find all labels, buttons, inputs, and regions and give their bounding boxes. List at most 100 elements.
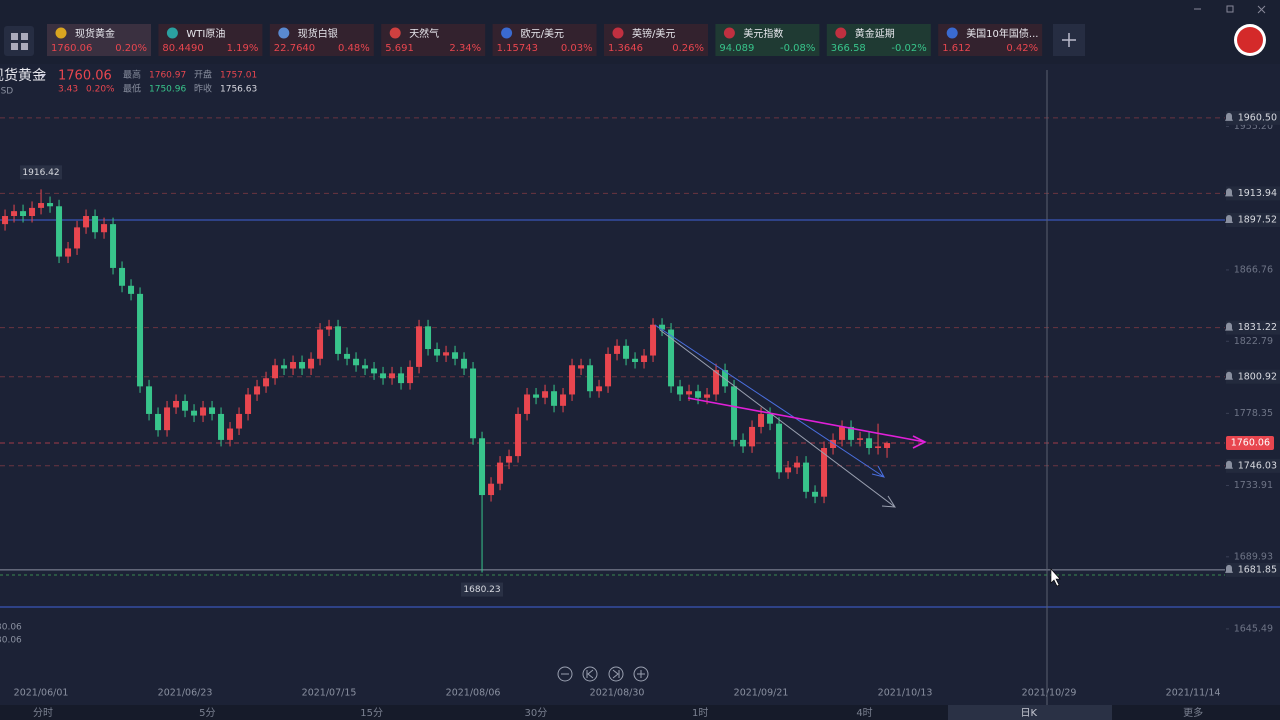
ticker-name: 黄金延期	[855, 27, 895, 40]
period-tab[interactable]: 更多	[1183, 706, 1203, 719]
x-tick-label: 2021/09/21	[734, 688, 789, 699]
alarm-icon[interactable]	[1225, 371, 1233, 380]
ticker-change: -0.08%	[780, 43, 815, 54]
cursor	[1050, 568, 1061, 587]
ticker-name: 现货黄金	[75, 27, 115, 40]
extreme-label: 1680.23	[463, 585, 500, 595]
candle-body	[848, 426, 855, 440]
period-tab[interactable]: 1时	[692, 707, 708, 719]
candle-body	[794, 462, 801, 468]
ticker-icon	[55, 27, 67, 39]
x-tick-label: 2021/08/06	[446, 688, 501, 699]
candle-body	[515, 413, 522, 457]
candle-body	[344, 353, 351, 359]
price-level-box	[1226, 110, 1280, 125]
price-level-box	[1226, 213, 1280, 228]
ticker-price: 80.4490	[162, 43, 203, 54]
candle-body	[2, 216, 9, 225]
ticker-icon	[835, 27, 847, 39]
candle-body	[308, 358, 315, 369]
candle-body	[119, 267, 126, 286]
ticker-change: 2.34%	[449, 43, 481, 54]
ticker-change: 0.03%	[561, 43, 593, 54]
ticker-price: 22.7640	[274, 43, 315, 54]
candle-body	[47, 203, 54, 207]
alarm-icon[interactable]	[1225, 564, 1233, 573]
candle-body	[74, 227, 81, 249]
candle-body	[758, 413, 765, 427]
price-level-label: 1800.92	[1238, 371, 1277, 382]
alarm-icon[interactable]	[1225, 112, 1233, 121]
candle-body	[353, 358, 360, 366]
current-price-box	[1226, 436, 1274, 451]
y-tick-label: 1778.35	[1234, 408, 1273, 419]
candle-body	[92, 216, 99, 233]
alarm-icon[interactable]	[1225, 188, 1233, 197]
candle-body	[812, 491, 819, 497]
candle-body	[803, 462, 810, 492]
ticker-name: 美国10年国债...	[966, 27, 1038, 40]
candle-body	[254, 386, 261, 395]
ticker-change: 0.42%	[1006, 43, 1038, 54]
candle-body	[659, 324, 666, 330]
candle-body	[164, 407, 171, 431]
stat-label: 最高	[123, 69, 141, 81]
menu-button[interactable]	[4, 26, 34, 56]
price-level-label: 1681.85	[1238, 564, 1277, 575]
stat-value: 1757.01	[220, 71, 257, 81]
candle-body	[380, 373, 387, 379]
price-level-box	[1226, 458, 1280, 473]
candle-body	[191, 410, 198, 416]
ticker-icon	[501, 27, 513, 39]
x-tick-label: 2021/11/14	[1166, 688, 1221, 699]
candle-body	[281, 365, 288, 369]
ticker-icon	[946, 27, 958, 39]
ticker-name: 现货白银	[298, 27, 338, 40]
candle-body	[434, 349, 441, 356]
window-controls[interactable]	[1194, 5, 1266, 14]
candle-body	[614, 345, 621, 354]
candle-body	[317, 329, 324, 359]
candle-body	[398, 373, 405, 384]
price-level-box	[1226, 186, 1280, 201]
price-level-box	[1226, 562, 1280, 577]
candle-body	[533, 394, 540, 398]
candle-body	[272, 365, 279, 379]
symbol-title: 现货黄金	[0, 67, 46, 84]
candle-body	[713, 370, 720, 395]
x-tick-label: 2021/08/30	[590, 688, 645, 699]
period-tab[interactable]: 5分	[199, 707, 215, 719]
period-tab[interactable]: 4时	[856, 707, 872, 719]
alarm-icon[interactable]	[1225, 215, 1233, 224]
candle-body	[389, 373, 396, 379]
price-level-label: 1960.50	[1238, 112, 1277, 123]
alarm-icon[interactable]	[1225, 322, 1233, 331]
ticker-icon	[389, 27, 401, 39]
y-tick-label: 1955.20	[1234, 121, 1273, 132]
candle-body	[479, 438, 486, 496]
candle-body	[299, 362, 306, 369]
extreme-box	[461, 582, 504, 597]
ticker-name: 天然气	[409, 27, 439, 40]
period-tab[interactable]: 15分	[360, 707, 383, 719]
candle-body	[65, 248, 72, 257]
period-tab[interactable]: 日K	[1021, 708, 1038, 719]
add-button[interactable]	[1053, 24, 1085, 56]
currency: USD	[0, 87, 13, 97]
candle-body	[236, 413, 243, 429]
candle-body	[578, 365, 585, 369]
zoom-controls[interactable]	[557, 666, 649, 682]
candle-body	[227, 428, 234, 440]
alarm-icon[interactable]	[1225, 460, 1233, 469]
candle-body	[623, 345, 630, 359]
candle-body	[173, 400, 180, 408]
candle-body	[416, 326, 423, 367]
candle-body	[560, 394, 567, 406]
period-tab[interactable]: 30分	[525, 707, 548, 719]
ticker-name: WTI原油	[186, 27, 225, 40]
trend-drawings[interactable]	[654, 324, 927, 508]
candle-body	[641, 355, 648, 363]
period-tab[interactable]: 分时	[33, 707, 53, 719]
candle-body	[38, 203, 45, 208]
dropdown-icon	[40, 74, 46, 78]
